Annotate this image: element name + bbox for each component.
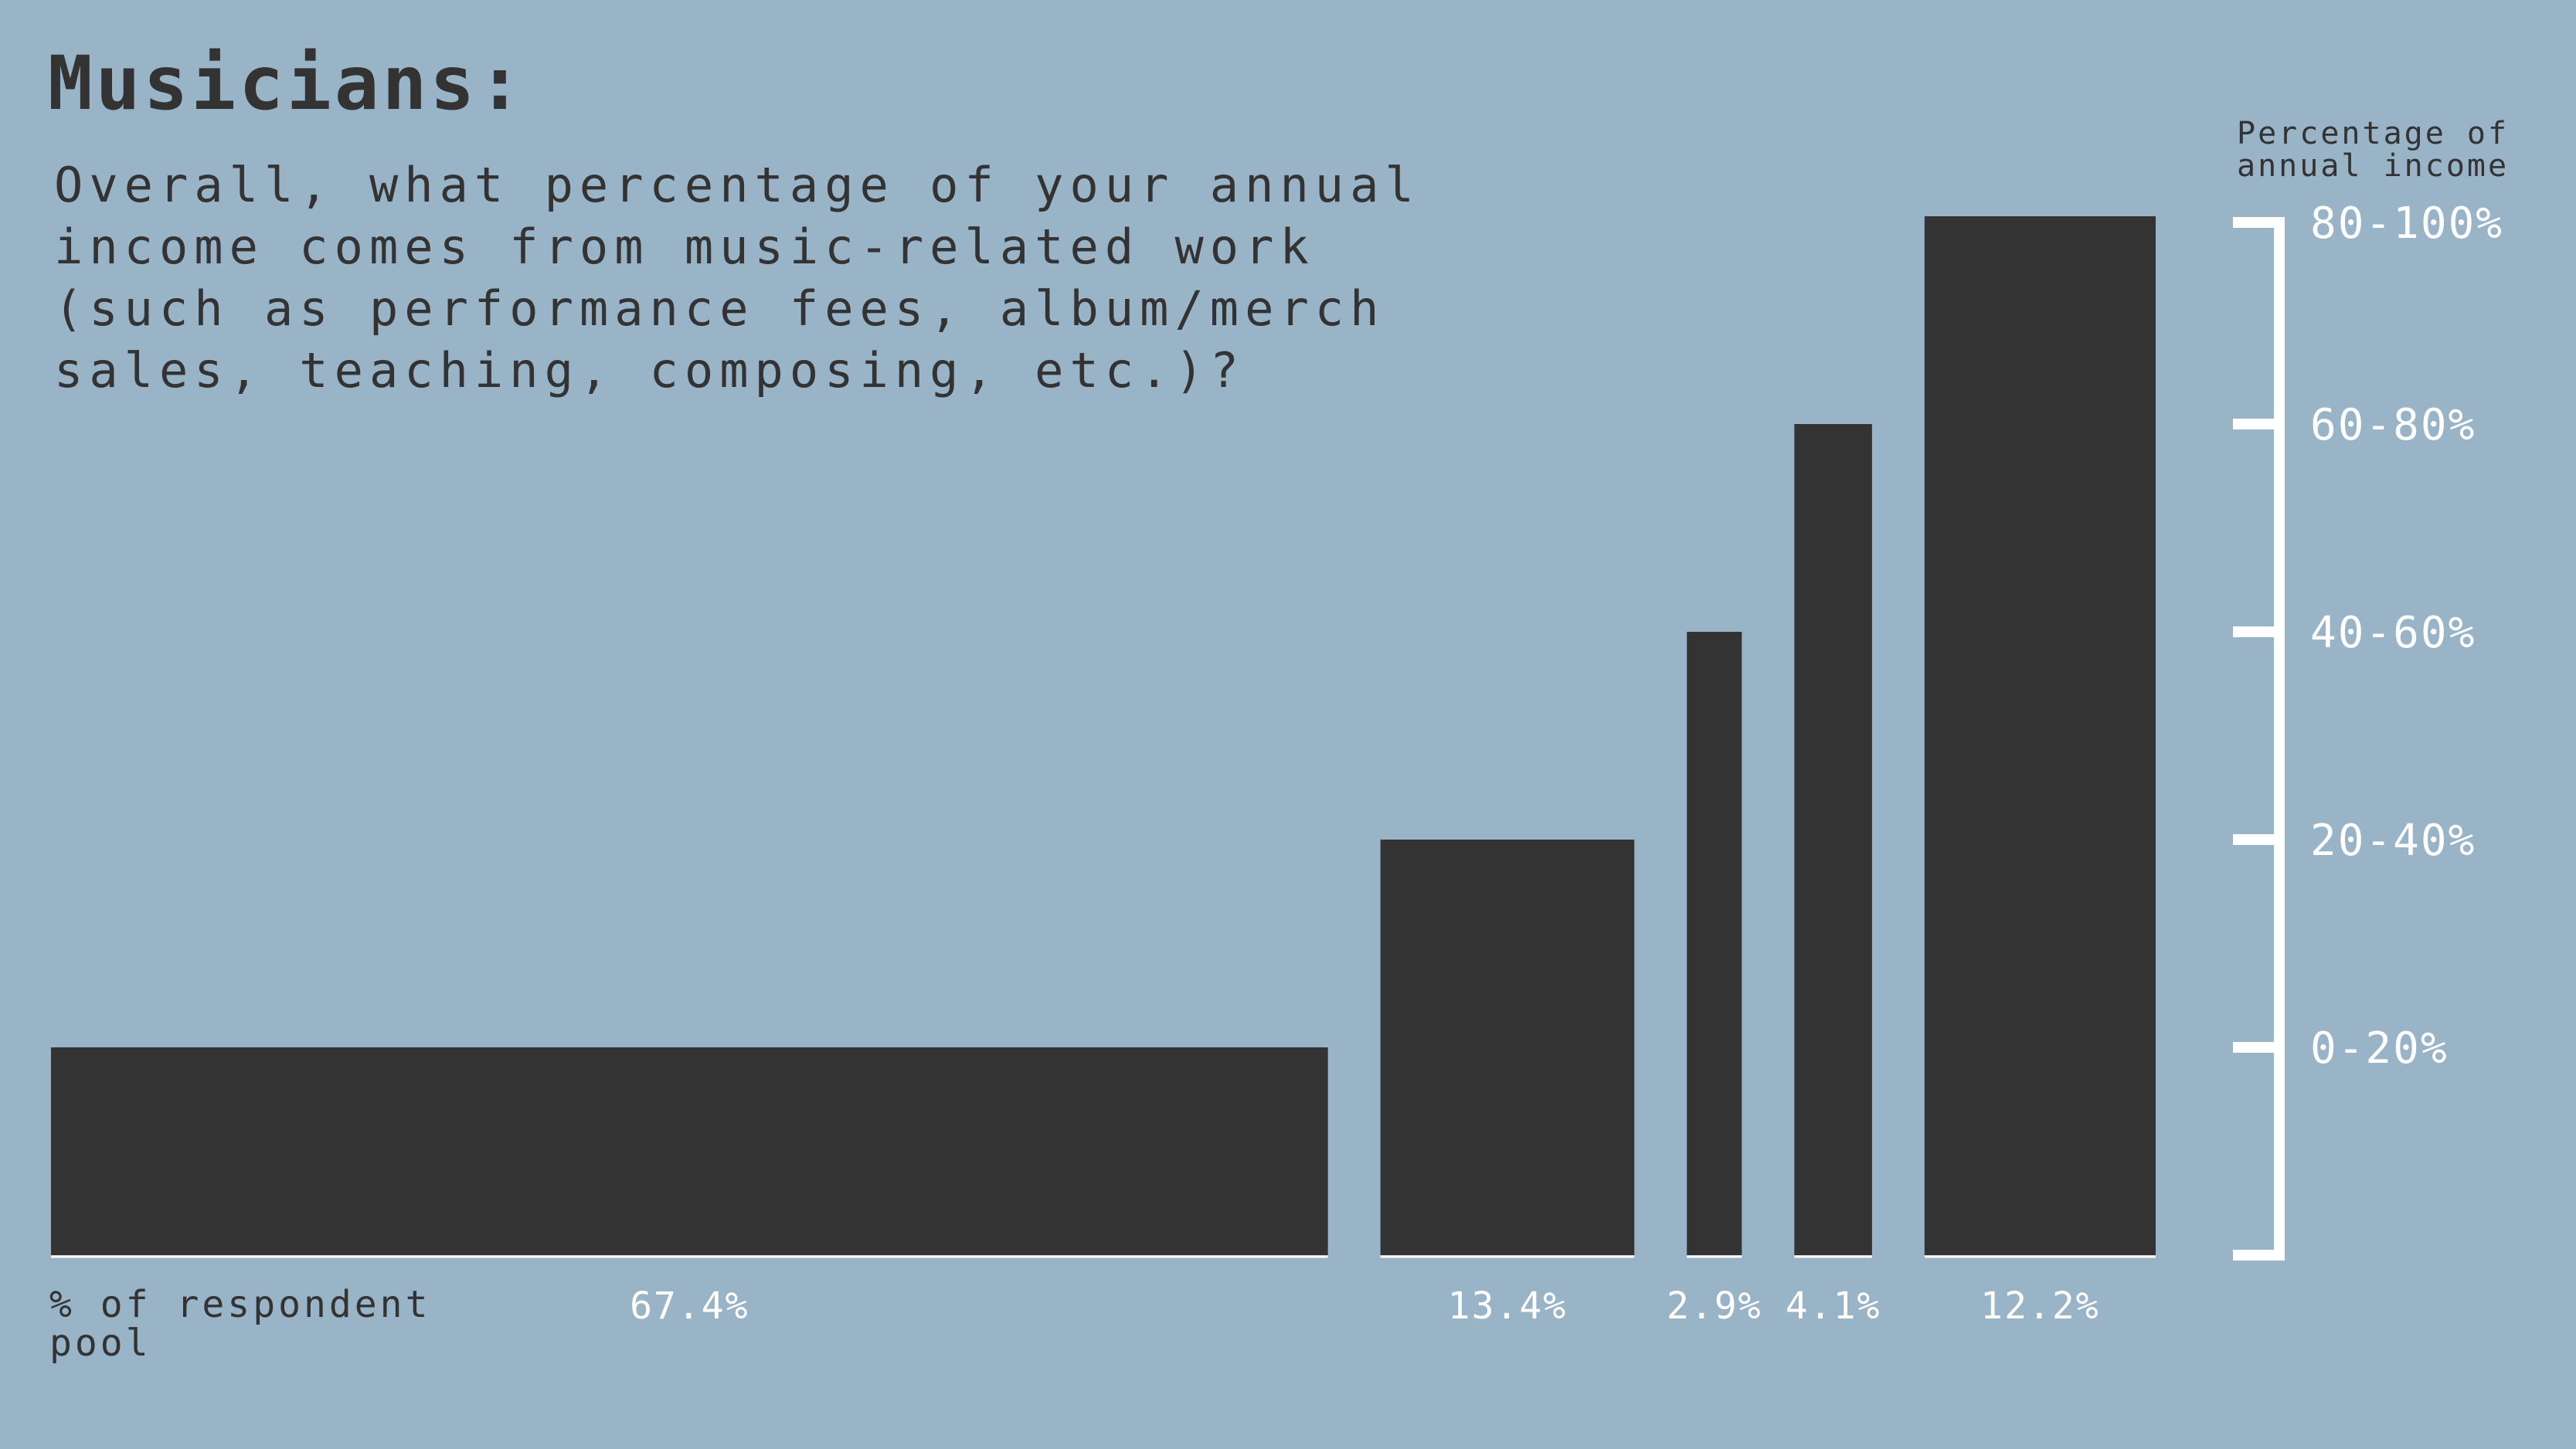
bar-40-60% [1687,632,1742,1255]
bar-value-labels: 67.4% 13.4% 2.9% 4.1% 12.2% [630,1284,2100,1328]
bar-0-20% [51,1047,1328,1255]
bar-80-100% [1924,216,2156,1255]
bar-value-label: 2.9% [1667,1284,1762,1328]
y-tick-label: 20-40% [2310,816,2476,866]
y-tick-label: 80-100% [2310,199,2503,249]
bar-value-label: 13.4% [1448,1284,1568,1328]
bar-value-label: 4.1% [1786,1284,1881,1328]
bar-20-40% [1380,840,1635,1255]
x-axis-title: % of respondent pool [49,1285,482,1362]
chart-title: Musicians: [48,40,525,127]
bar-value-label: 67.4% [630,1284,749,1328]
bars-group [51,216,2156,1258]
y-axis: 0-20% 20-40% 40-60% 60-80% 80-100% [2233,199,2503,1261]
bar-60-80% [1794,424,1872,1255]
x-axis-title-text: % of respondent pool [49,1283,431,1365]
y-tick-label: 60-80% [2310,400,2476,450]
y-axis-title: Percentage of annual income [2237,116,2510,184]
y-tick-label: 40-60% [2310,608,2476,658]
chart-subtitle: Overall, what percentage of your annual … [54,157,1456,399]
y-tick-label: 0-20% [2310,1023,2449,1074]
bar-value-label: 12.2% [1980,1284,2100,1328]
